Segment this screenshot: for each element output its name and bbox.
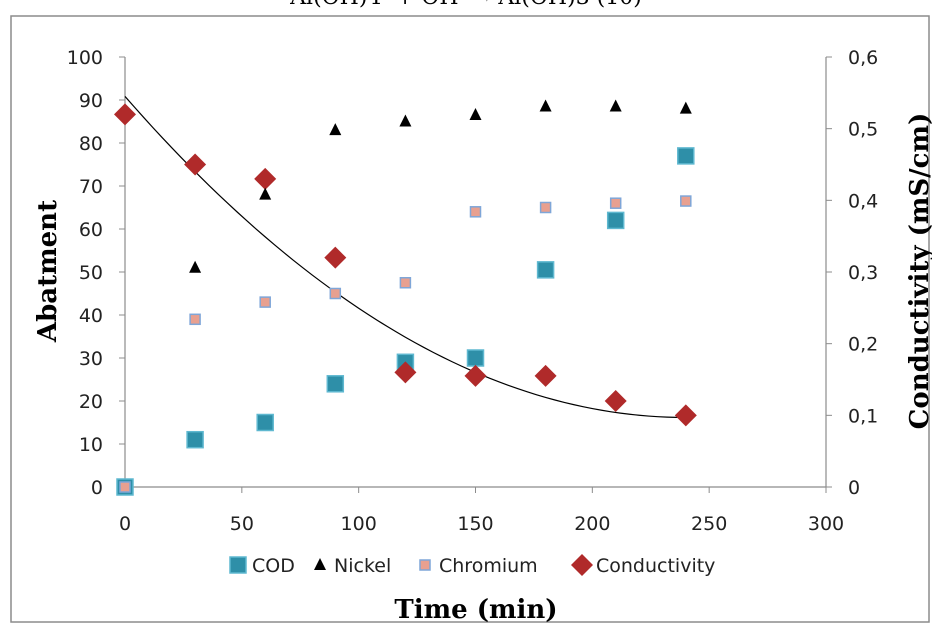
nickel-point [539,99,552,112]
x-tick-label: 100 [341,513,377,535]
conductivity-point [534,364,557,387]
x-axis-title: Time (min) [394,595,557,624]
chromium-point [609,197,622,209]
nickel-point [329,123,342,136]
legend-swatch-conductivity [571,554,593,576]
legend-label-conductivity: Conductivity [596,555,715,577]
y-tick-label: 70 [79,176,103,198]
y2-axis-title: Conductivity (mS/cm) [905,113,932,430]
nickel-point [469,108,482,121]
chromium-point [259,296,271,308]
chart-border [10,15,930,623]
nickel-point [189,260,202,273]
cod-point [606,211,625,230]
legend-swatch-chromium [419,559,431,571]
axes: 0 10 20 30 40 50 60 70 80 90 100 0 0,1 0,2 0,3 0,4 0,5 0,… [67,47,878,535]
cod-point [677,147,695,165]
cod-point [256,413,274,432]
conductivity-point [464,364,487,387]
x-tick-label: 50 [230,513,254,535]
x-tick-label: 300 [808,513,844,535]
nickel-point [399,114,412,127]
y-tick-label: 60 [79,219,103,241]
chromium-point [539,201,552,214]
chromium-point [119,481,131,493]
cod-point [466,349,485,367]
nickel-point [259,187,272,200]
y-tick-label: 90 [79,90,103,112]
cod-point [186,430,204,449]
legend-label-nickel: Nickel [334,555,391,577]
y-tick-label: 100 [67,47,103,69]
conductivity-point [324,246,347,269]
y-tick-label: 50 [79,262,103,284]
y-tick-label: 80 [79,133,103,155]
y2-tick-label: 0,2 [848,334,878,356]
y-tick-label: 10 [79,434,103,456]
y2-tick-label: 0,6 [848,47,878,69]
y-tick-label: 0 [91,477,103,499]
x-tick-label: 200 [574,513,610,535]
chromium-point [329,287,342,300]
y2-tick-label: 0,5 [848,119,878,141]
y-axis-title: Abatment [33,200,63,343]
y2-tick-label: 0,1 [848,405,878,427]
x-tick-label: 150 [457,513,493,535]
chromium-point [189,313,201,326]
legend-swatch-nickel [314,558,326,570]
nickel-point [679,101,692,114]
header-fragment: Al(OH)4- + OH- → Al(OH)3 (10) [289,0,642,10]
legend: COD Nickel Chromium Conductivity [229,554,715,577]
data-marks [114,96,697,496]
y-tick-label: 20 [79,391,103,413]
x-tick-label: 0 [119,513,131,535]
conductivity-point [604,390,627,412]
legend-label-cod: COD [252,555,295,577]
legend-swatch-cod [229,556,247,574]
y2-tick-label: 0,4 [848,190,878,212]
conductivity-point [674,404,697,427]
conductivity-point [254,167,277,190]
conductivity-point [184,153,207,176]
chromium-point [680,195,692,207]
y2-tick-label: 0 [848,477,860,499]
conductivity-point [394,361,417,384]
y-tick-label: 30 [79,348,103,370]
cod-point [536,261,555,279]
chromium-point [399,277,412,289]
legend-label-chromium: Chromium [439,555,538,577]
conductivity-point [114,103,136,126]
nickel-point [609,99,622,112]
x-tick-label: 250 [691,513,727,535]
y-tick-label: 40 [79,305,103,327]
y2-tick-label: 0,3 [848,262,878,284]
conductivity-trendline [124,96,686,419]
cod-point [326,375,345,393]
chromium-point [469,206,482,218]
